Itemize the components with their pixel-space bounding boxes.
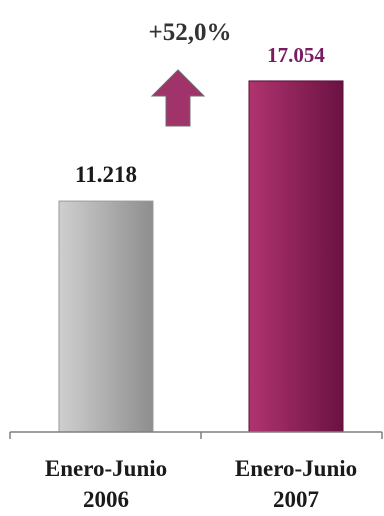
bar-2006: [58, 200, 154, 433]
bar-2007: [248, 80, 344, 433]
change-percentage-label: +52,0%: [149, 19, 232, 46]
x-axis: [9, 431, 383, 439]
category-labels: Enero-Junio 2006 Enero-Junio 2007: [45, 456, 357, 512]
value-labels: 11.218 17.054: [75, 43, 325, 187]
change-indicator: +52,0%: [149, 19, 232, 127]
category-label-2007-line2: 2007: [273, 487, 319, 512]
value-label-2007: 17.054: [267, 43, 325, 67]
category-label-2006-line1: Enero-Junio: [45, 456, 167, 481]
value-label-2006: 11.218: [75, 162, 137, 187]
category-label-2006-line2: 2006: [83, 487, 129, 512]
up-arrow-icon: [150, 69, 206, 127]
category-label-2007-line1: Enero-Junio: [235, 456, 357, 481]
bars-group: [58, 80, 344, 433]
